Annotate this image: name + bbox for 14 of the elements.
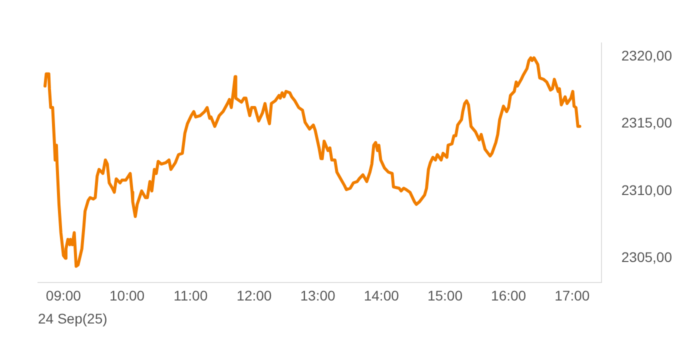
x-tick-label: 14:00 <box>364 288 400 304</box>
x-tick-label: 17:00 <box>554 288 590 304</box>
x-axis-title: 24 Sep(25) <box>38 310 108 326</box>
y-tick-label: 2320,00 <box>621 47 672 64</box>
x-tick-label: 13:00 <box>300 288 336 304</box>
y-tick-label: 2315,00 <box>621 114 672 131</box>
y-tick-label: 2310,00 <box>621 182 672 198</box>
x-tick-label: 12:00 <box>236 288 272 304</box>
x-tick-label: 09:00 <box>46 288 82 304</box>
x-tick-label: 16:00 <box>491 288 526 304</box>
x-tick-label: 10:00 <box>110 288 145 304</box>
y-tick-label: 2305,00 <box>621 249 672 266</box>
x-tick-label: 15:00 <box>427 288 463 304</box>
x-tick-label: 11:00 <box>174 288 208 304</box>
